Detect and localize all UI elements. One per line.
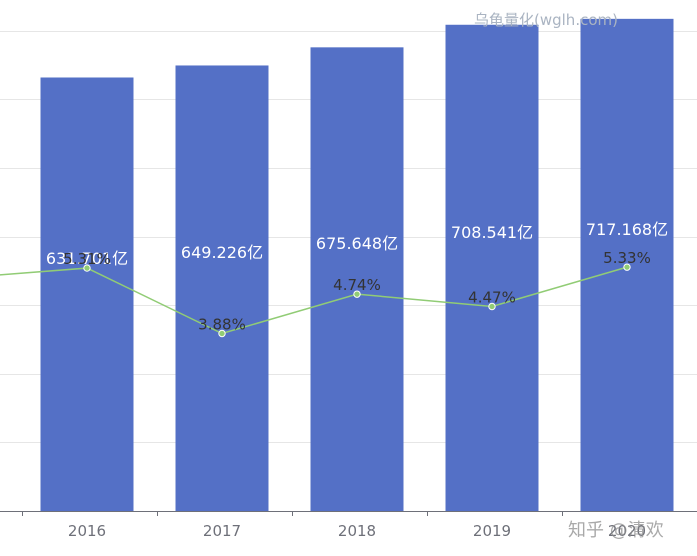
line-point-2018 (353, 290, 361, 298)
x-tick-label: 2016 (68, 522, 106, 540)
bar-2019 (445, 24, 539, 512)
line-point-2020 (623, 263, 631, 271)
bar-2016 (40, 77, 134, 512)
x-tick-label: 2020 (608, 522, 646, 540)
bar-2017 (175, 65, 269, 511)
line-point-2017 (218, 329, 226, 338)
line-value-label: 3.88% (198, 315, 246, 333)
bar-value-label: 649.226亿 (181, 243, 263, 262)
x-axis: 2016 2017 2018 2019 2020 (0, 511, 697, 540)
line-path (0, 266, 628, 335)
watermark-bottom: 知乎 @清欢 (568, 520, 664, 541)
bar-value-label: 717.168亿 (586, 220, 668, 239)
line-labels: 5.31% 3.88% 4.74% 4.47% 5.33% (63, 249, 651, 333)
bar-2018 (310, 47, 404, 512)
watermark-top: 乌龟量化(wglh.com) (474, 11, 618, 29)
line-value-label: 4.47% (468, 288, 516, 306)
line-value-label: 5.33% (603, 249, 651, 267)
x-tick-label: 2017 (203, 522, 241, 540)
line-point-2019 (488, 302, 496, 311)
line-value-label: 5.31% (63, 250, 111, 268)
bar-labels: 631.701亿 649.226亿 675.648亿 708.541亿 717.168亿 (46, 220, 668, 268)
line-value-label: 4.74% (333, 276, 381, 294)
line-point-2016 (83, 264, 91, 272)
x-tick-label: 2018 (338, 522, 376, 540)
line-series (0, 263, 631, 338)
bar-value-label: 631.701亿 (46, 249, 128, 268)
bars (40, 18, 674, 512)
x-tick-label: 2019 (473, 522, 511, 540)
bar-value-label: 708.541亿 (451, 223, 533, 242)
bar-value-label: 675.648亿 (316, 234, 398, 253)
